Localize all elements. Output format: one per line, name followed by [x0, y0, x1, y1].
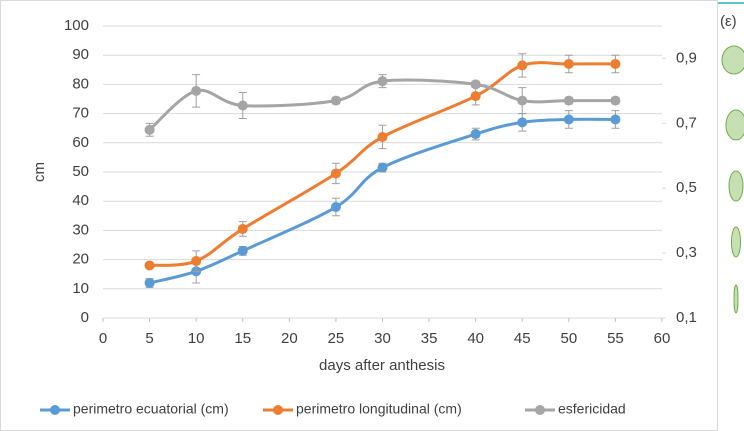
shape-icon [733, 284, 739, 314]
data-point [191, 85, 202, 96]
data-point [377, 76, 388, 87]
shape-icon [731, 226, 741, 258]
data-point [237, 245, 248, 256]
x-tick-label: 55 [607, 330, 624, 347]
x-tick-label: 20 [281, 330, 298, 347]
y-axis-label: cm [31, 162, 48, 182]
y-tick-label: 70 [72, 105, 89, 122]
y-tick-label: 20 [72, 251, 89, 268]
y2-tick-label: 0,9 [676, 49, 697, 66]
data-point [563, 114, 574, 125]
x-tick-label: 30 [374, 330, 391, 347]
y-tick-label: 60 [72, 134, 89, 151]
x-tick-label: 0 [99, 330, 107, 347]
x-tick-label: 15 [234, 330, 251, 347]
data-point [144, 260, 155, 271]
data-point [517, 60, 528, 71]
data-point [191, 256, 202, 267]
data-point [470, 79, 481, 90]
data-point [563, 58, 574, 69]
legend-swatch-dot [535, 405, 545, 415]
x-tick-label: 10 [188, 330, 205, 347]
data-point [144, 277, 155, 288]
y-tick-label: 100 [64, 17, 89, 34]
legend-label: perimetro ecuatorial (cm) [73, 401, 229, 417]
x-tick-label: 25 [328, 330, 345, 347]
chart-frame [0, 0, 718, 431]
data-point [610, 114, 621, 125]
x-tick-label: 40 [467, 330, 484, 347]
data-point [330, 95, 341, 106]
data-point [144, 124, 155, 135]
y2-tick-label: 0,5 [676, 179, 697, 196]
shape-icons [721, 45, 744, 314]
data-point [517, 95, 528, 106]
legend-swatch-dot [273, 405, 283, 415]
data-point [377, 131, 388, 142]
x-tick-label: 50 [560, 330, 577, 347]
y-tick-label: 10 [72, 280, 89, 297]
data-point [563, 95, 574, 106]
legend-label: perimetro longitudinal (cm) [296, 401, 462, 417]
data-point [377, 162, 388, 173]
data-point [610, 95, 621, 106]
shape-icon [721, 45, 744, 75]
y2-tick-label: 0,3 [676, 244, 697, 261]
y2-axis-label: (ε) [720, 13, 737, 30]
data-point [330, 168, 341, 179]
y-tick-label: 90 [72, 46, 89, 63]
legend-label: esfericidad [558, 401, 626, 417]
data-point [517, 117, 528, 128]
x-tick-label: 5 [145, 330, 153, 347]
data-point [610, 58, 621, 69]
data-point [470, 91, 481, 102]
x-tick-label: 60 [654, 330, 671, 347]
shape-icon [728, 170, 744, 202]
data-point [330, 202, 341, 213]
y-tick-label: 50 [72, 163, 89, 180]
x-tick-label: 35 [421, 330, 438, 347]
legend-swatch-dot [50, 405, 60, 415]
x-axis-label: days after anthesis [319, 357, 445, 374]
y-tick-label: 30 [72, 221, 89, 238]
shape-icon [725, 109, 744, 141]
y-tick-label: 0 [81, 309, 89, 326]
data-point [237, 100, 248, 111]
x-tick-label: 45 [514, 330, 531, 347]
data-point [237, 223, 248, 234]
y-tick-label: 80 [72, 75, 89, 92]
data-point [470, 129, 481, 140]
y2-tick-label: 0,1 [676, 309, 697, 326]
y2-tick-label: 0,7 [676, 114, 697, 131]
y-tick-label: 40 [72, 192, 89, 209]
